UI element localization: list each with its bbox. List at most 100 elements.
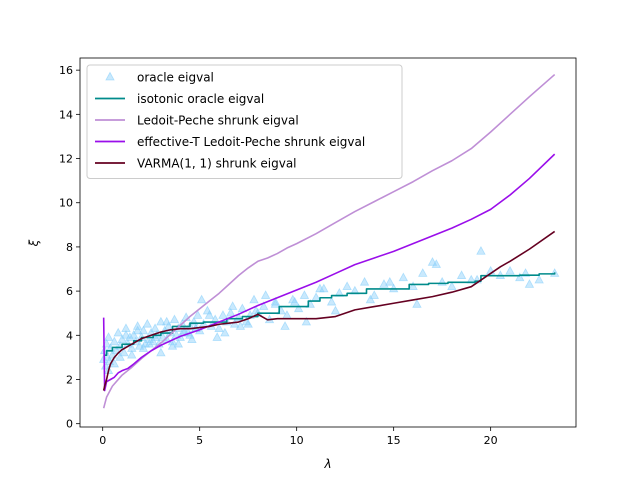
scatter-point bbox=[241, 316, 251, 326]
y-tick-label: 16 bbox=[59, 64, 73, 77]
scatter-point bbox=[173, 338, 184, 348]
scatter-point bbox=[161, 316, 172, 326]
scatter-point bbox=[476, 246, 486, 255]
scatter-point bbox=[156, 316, 166, 326]
scatter-point bbox=[251, 305, 261, 315]
legend-label: Ledoit-Peche shrunk eigval bbox=[137, 114, 299, 128]
scatter-point bbox=[113, 327, 123, 337]
scatter-point bbox=[204, 310, 215, 319]
legend-marker bbox=[105, 71, 115, 81]
legend: oracle eigval isotonic oracle eigval Ledoi… bbox=[86, 64, 403, 179]
scatter-point bbox=[418, 268, 428, 277]
y-tick-label: 0 bbox=[66, 418, 73, 431]
scatter-point bbox=[156, 347, 166, 357]
scatter-point bbox=[412, 299, 422, 308]
scatter-point bbox=[138, 325, 149, 335]
scatter-point bbox=[280, 321, 290, 330]
scatter-point bbox=[330, 305, 341, 315]
scatter-point bbox=[103, 332, 114, 341]
y-tick-label: 2 bbox=[66, 373, 73, 386]
scatter-point bbox=[117, 334, 127, 344]
scatter-point bbox=[385, 276, 395, 286]
scatter-point bbox=[515, 272, 525, 282]
scatter-point bbox=[129, 329, 139, 339]
scatter-point bbox=[398, 272, 409, 282]
scatter-point bbox=[169, 314, 180, 324]
y-tick-label: 10 bbox=[59, 197, 73, 210]
scatter-point bbox=[144, 338, 154, 348]
scatter-point bbox=[534, 274, 544, 284]
scatter-point bbox=[109, 336, 120, 346]
scatter-point bbox=[220, 327, 230, 337]
scatter-point bbox=[218, 310, 228, 319]
y-tick-label: 14 bbox=[59, 108, 73, 121]
scatter-point bbox=[365, 294, 376, 304]
y-axis-label: ξ bbox=[27, 239, 41, 247]
scatter-point bbox=[342, 281, 352, 291]
scatter-point bbox=[288, 294, 298, 304]
legend-box bbox=[86, 64, 403, 179]
scatter-point bbox=[431, 259, 442, 268]
scatter-point bbox=[447, 281, 457, 291]
y-tick-label: 8 bbox=[66, 241, 73, 254]
scatter-point bbox=[214, 323, 224, 332]
scatter-point bbox=[121, 329, 131, 339]
x-tick-label: 20 bbox=[484, 434, 498, 447]
scatter-point bbox=[109, 358, 120, 368]
scatter-point bbox=[235, 321, 246, 330]
scatter-point bbox=[187, 334, 197, 344]
scatter-point bbox=[193, 310, 203, 319]
scatter-point bbox=[119, 347, 129, 357]
scatter-point bbox=[227, 301, 238, 310]
scatter-point bbox=[369, 290, 379, 299]
plot-area bbox=[98, 73, 560, 409]
scatter-point bbox=[138, 343, 149, 352]
scatter-point bbox=[196, 294, 207, 304]
data-layer bbox=[98, 73, 560, 409]
legend-label: oracle eigval bbox=[137, 71, 214, 85]
x-axis-label: λ bbox=[323, 457, 331, 471]
y-axis: 0 2 4 6 8 10 12 14 16 bbox=[59, 64, 80, 431]
x-tick-label: 15 bbox=[387, 434, 401, 447]
scatter-point bbox=[326, 296, 337, 306]
scatter-point bbox=[359, 276, 370, 286]
y-tick-label: 12 bbox=[59, 153, 73, 166]
scatter-point bbox=[456, 270, 467, 279]
series-line-1 bbox=[103, 272, 556, 356]
scatter-point bbox=[212, 332, 222, 341]
scatter-point bbox=[127, 349, 137, 359]
scatter-point bbox=[142, 318, 153, 328]
x-axis: 0 5 10 15 20 bbox=[99, 427, 498, 447]
scatter-point bbox=[290, 296, 300, 306]
scatter-point bbox=[258, 301, 269, 310]
scatter-point bbox=[505, 265, 515, 275]
series-line-4 bbox=[102, 230, 556, 391]
x-tick-label: 10 bbox=[290, 434, 304, 447]
series-line-3 bbox=[102, 153, 556, 392]
y-tick-label: 4 bbox=[66, 329, 73, 342]
scatter-point bbox=[293, 303, 304, 313]
x-tick-label: 0 bbox=[99, 434, 106, 447]
scatter-point bbox=[132, 325, 143, 335]
plot-frame bbox=[79, 57, 577, 428]
x-tick-label: 5 bbox=[196, 434, 203, 447]
scatter-point bbox=[163, 321, 174, 330]
scatter-point bbox=[115, 352, 125, 361]
scatter-point bbox=[225, 307, 236, 317]
scatter-point bbox=[150, 323, 160, 332]
scatter-point bbox=[315, 283, 325, 293]
scatter-point bbox=[408, 281, 418, 291]
scatter-point bbox=[243, 318, 253, 328]
scatter-point bbox=[260, 290, 271, 299]
legend-label: effective-T Ledoit-Peche shrunk eigval bbox=[137, 135, 365, 149]
scatter-point bbox=[111, 345, 121, 355]
scatter-point bbox=[524, 279, 535, 288]
legend-label: VARMA(1, 1) shrunk eigval bbox=[137, 157, 297, 171]
scatter-point bbox=[270, 299, 281, 308]
scatter-point bbox=[299, 290, 310, 299]
scatter-point bbox=[249, 294, 259, 304]
y-tick-label: 6 bbox=[66, 285, 73, 298]
legend-label: isotonic oracle eigval bbox=[137, 92, 264, 106]
scatter-point bbox=[301, 316, 312, 326]
